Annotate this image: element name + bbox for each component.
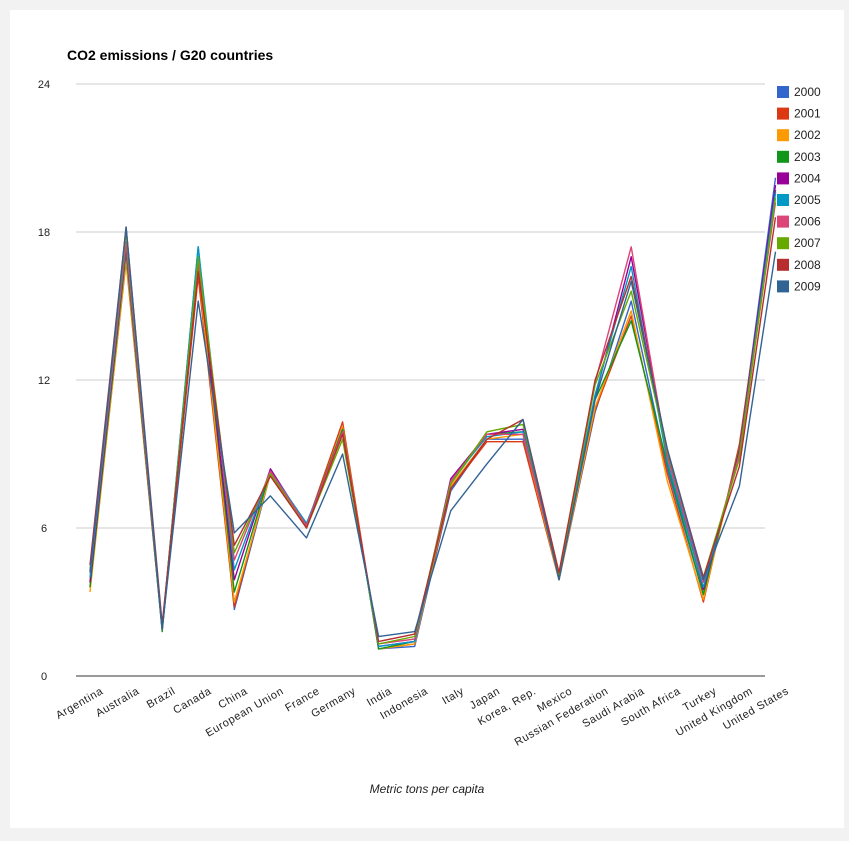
- legend-swatch: [777, 280, 789, 293]
- legend-item[interactable]: 2006: [777, 215, 821, 229]
- y-tick-label: 0: [41, 671, 47, 683]
- legend-swatch: [777, 194, 789, 206]
- legend-label: 2001: [794, 107, 821, 121]
- legend-label: 2004: [794, 171, 821, 185]
- series-line-2007: [89, 197, 777, 645]
- x-axis-label: Metric tons per capita: [370, 782, 485, 796]
- series-line-2002: [89, 190, 777, 650]
- legend-swatch: [777, 172, 789, 185]
- legend-label: 2003: [794, 150, 821, 164]
- legend-swatch: [777, 150, 789, 163]
- series-line-2001: [89, 192, 777, 650]
- series-line-2003: [89, 190, 777, 650]
- series-line-2000: [89, 177, 777, 650]
- series-line-2004: [89, 185, 777, 648]
- legend-label: 2000: [794, 85, 821, 99]
- legend-item[interactable]: 2001: [777, 107, 821, 121]
- legend-label: 2009: [794, 279, 821, 293]
- legend-label: 2005: [794, 193, 821, 207]
- legend-item[interactable]: 2004: [777, 171, 821, 185]
- legend-swatch: [777, 129, 789, 142]
- y-tick-label: 18: [38, 227, 50, 239]
- x-tick-label: Canada: [171, 685, 214, 717]
- series-line-2008: [89, 217, 777, 643]
- y-tick-label: 6: [41, 523, 47, 535]
- x-tick-label: Italy: [440, 685, 466, 707]
- legend-swatch: [777, 215, 789, 228]
- legend-item[interactable]: 2002: [777, 128, 821, 142]
- legend-label: 2007: [794, 236, 821, 250]
- legend-label: 2002: [794, 128, 821, 142]
- legend-item[interactable]: 2000: [777, 85, 821, 99]
- legend-swatch: [777, 237, 789, 250]
- legend-item[interactable]: 2009: [777, 279, 821, 293]
- series-line-2005: [89, 192, 777, 648]
- y-tick-label: 12: [38, 375, 50, 387]
- series-line-2006: [89, 202, 777, 645]
- legend-swatch: [777, 86, 789, 98]
- chart-title: CO2 emissions / G20 countries: [67, 47, 273, 63]
- legend-label: 2006: [794, 215, 821, 229]
- legend-item[interactable]: 2005: [777, 193, 821, 207]
- legend-swatch: [777, 258, 789, 271]
- y-tick-label: 24: [38, 79, 50, 91]
- series-line-2009: [89, 226, 777, 638]
- legend-item[interactable]: 2007: [777, 236, 821, 250]
- legend-item[interactable]: 2003: [777, 150, 821, 164]
- legend-label: 2008: [794, 258, 821, 272]
- legend-item[interactable]: 2008: [777, 258, 821, 272]
- legend-swatch: [777, 107, 789, 120]
- chart-panel: CO2 emissions / G20 countries 0 6 12 18 24 A…: [10, 10, 844, 828]
